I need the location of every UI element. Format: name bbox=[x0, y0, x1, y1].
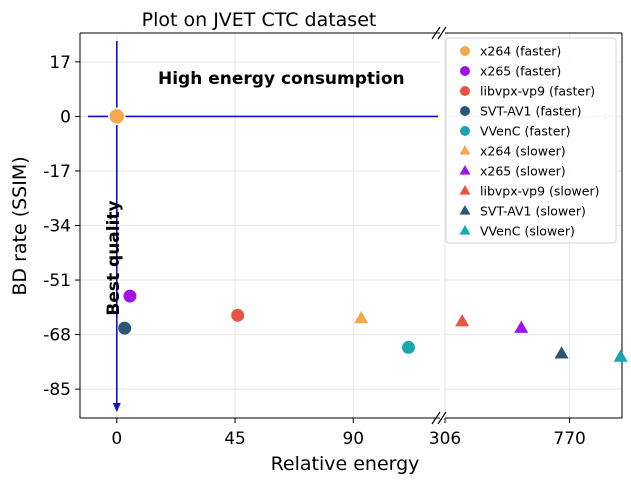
legend-label: libvpx-vp9 (slower) bbox=[480, 184, 599, 199]
legend-marker bbox=[460, 66, 470, 76]
reference-point bbox=[108, 107, 126, 126]
y-tick-label: -85 bbox=[43, 380, 71, 400]
legend-label: x265 (faster) bbox=[480, 64, 561, 79]
x-tick-label: 0 bbox=[111, 429, 122, 449]
y-tick-label: -68 bbox=[43, 326, 71, 346]
legend-label: VVenC (slower) bbox=[480, 224, 575, 239]
axis-break-mark bbox=[437, 26, 447, 40]
point-x264-slower- bbox=[354, 310, 369, 324]
legend-box bbox=[445, 37, 617, 244]
legend-marker bbox=[460, 126, 470, 136]
point-x265-slower- bbox=[514, 320, 529, 333]
legend-label: x264 (slower) bbox=[480, 144, 566, 159]
point-libvpx-vp9-faster- bbox=[231, 308, 245, 322]
x-tick-label: 770 bbox=[553, 429, 585, 449]
point-svt-av1-slower- bbox=[554, 346, 569, 359]
legend-marker bbox=[459, 185, 471, 195]
y-tick-label: -17 bbox=[43, 162, 71, 182]
legend-label: x264 (faster) bbox=[480, 44, 561, 59]
marks-layer bbox=[108, 107, 628, 362]
axis-break-mark bbox=[431, 26, 441, 40]
legend-marker bbox=[459, 145, 471, 155]
point-libvpx-vp9-slower- bbox=[455, 314, 470, 327]
legend-marker bbox=[459, 205, 471, 215]
legend-label: libvpx-vp9 (faster) bbox=[480, 84, 595, 99]
axis-break-mark bbox=[431, 411, 441, 425]
x-tick-label: 45 bbox=[224, 429, 246, 449]
x-tick-label: 90 bbox=[342, 429, 364, 449]
legend-marker bbox=[460, 46, 470, 56]
axes-layer: 17 0 -17 -34 -51 -68 -85 0 45 90 306 770 bbox=[43, 26, 623, 449]
point-svt-av1-faster- bbox=[118, 321, 132, 335]
y-axis-title: BD rate (SSIM) bbox=[9, 156, 31, 295]
point-x265-faster- bbox=[123, 289, 137, 303]
y-tick-label: -34 bbox=[43, 217, 71, 237]
point-vvenc-slower- bbox=[613, 349, 628, 362]
legend-marker bbox=[459, 225, 471, 235]
legend-marker bbox=[460, 86, 470, 96]
legend-marker bbox=[460, 106, 470, 116]
legend-label: SVT-AV1 (slower) bbox=[480, 204, 586, 219]
legend-label: x265 (slower) bbox=[480, 164, 566, 179]
legend: x264 (faster) x265 (faster) libvpx-vp9 (fa… bbox=[445, 37, 617, 244]
annotation-high-energy: High energy consumption bbox=[158, 69, 405, 89]
y-tick-label: -51 bbox=[43, 271, 71, 291]
y-tick-label: 0 bbox=[60, 107, 71, 127]
chart-title: Plot on JVET CTC dataset bbox=[142, 9, 377, 31]
legend-label: SVT-AV1 (faster) bbox=[480, 104, 582, 119]
x-axis-title: Relative energy bbox=[271, 453, 420, 475]
point-vvenc-faster- bbox=[401, 340, 415, 354]
axis-break-mark bbox=[437, 411, 447, 425]
y-tick-label: 17 bbox=[49, 53, 71, 73]
annotation-best-quality: Best quality bbox=[104, 200, 124, 315]
legend-label: VVenC (faster) bbox=[480, 124, 571, 139]
x-tick-label: 306 bbox=[429, 429, 461, 449]
legend-marker bbox=[459, 165, 471, 175]
